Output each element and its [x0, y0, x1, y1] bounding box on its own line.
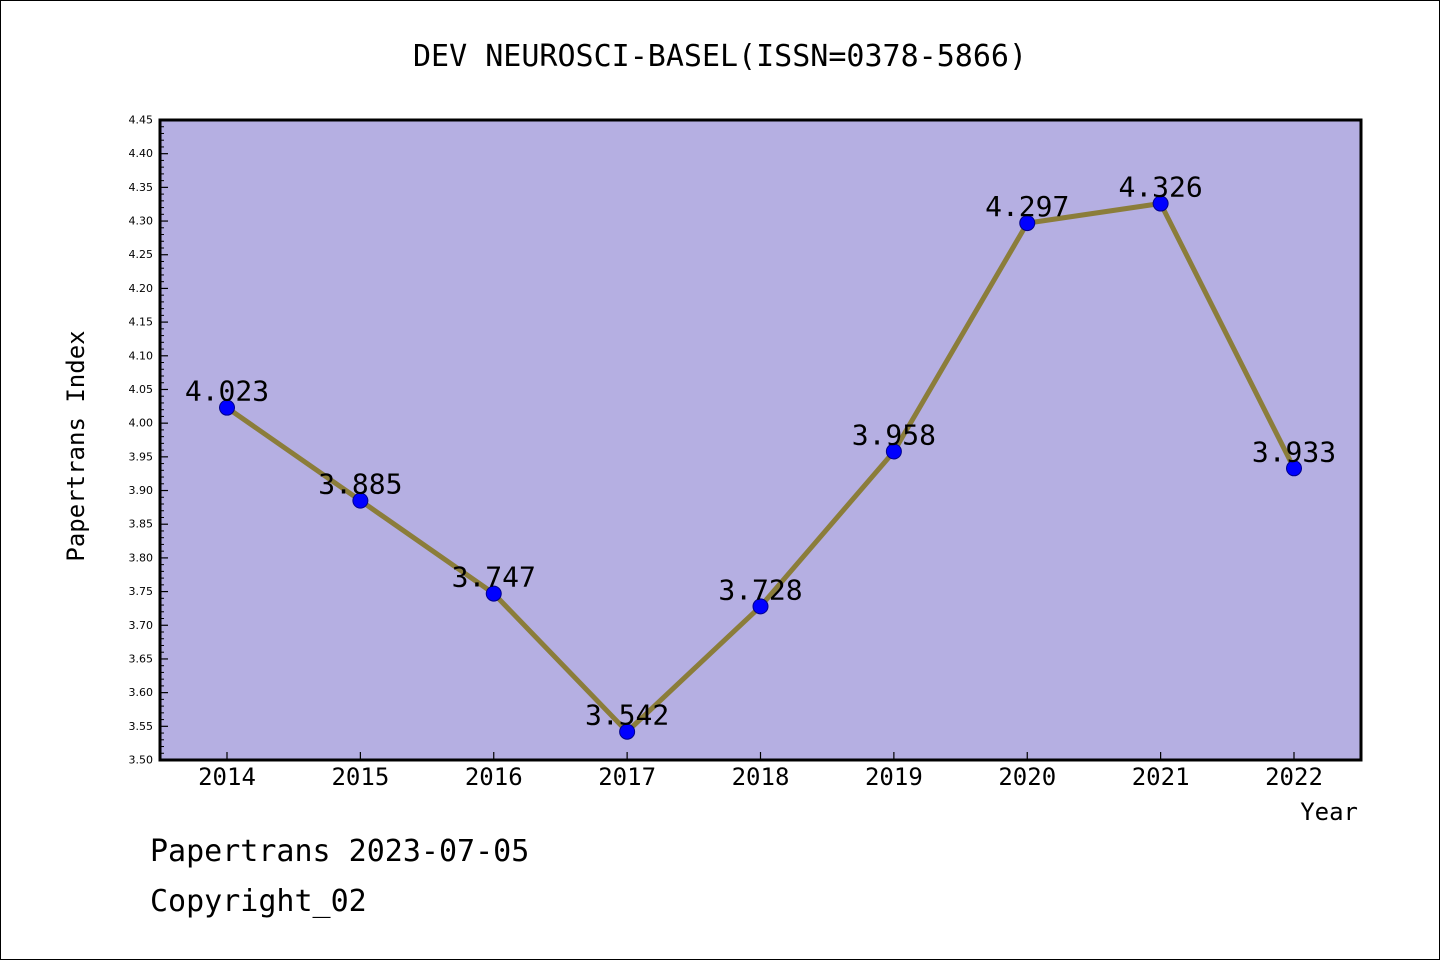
x-tick-label: 2016 — [465, 763, 523, 791]
x-tick-label: 2015 — [331, 763, 389, 791]
y-axis-label: Papertrans Index — [62, 330, 90, 561]
y-tick-label: 3.95 — [129, 450, 154, 463]
y-tick-label: 4.05 — [129, 383, 154, 396]
data-point — [1019, 215, 1036, 232]
data-label: 3.728 — [718, 573, 802, 606]
data-label: 3.747 — [452, 561, 536, 594]
y-tick-label: 4.20 — [129, 282, 154, 295]
data-point — [619, 723, 636, 740]
y-tick-label: 3.55 — [129, 720, 154, 733]
x-tick-label: 2022 — [1265, 763, 1323, 791]
data-label: 4.326 — [1118, 171, 1202, 204]
chart-title: DEV NEUROSCI-BASEL(ISSN=0378-5866) — [413, 39, 1027, 74]
x-tick-label: 2020 — [998, 763, 1056, 791]
x-tick-label: 2017 — [598, 763, 656, 791]
x-tick-label: 2018 — [732, 763, 790, 791]
y-tick-label: 3.70 — [129, 619, 154, 632]
y-tick-label: 4.15 — [129, 316, 154, 329]
y-tick-label: 4.45 — [129, 114, 154, 127]
y-tick-label: 3.60 — [129, 686, 154, 699]
data-point — [885, 443, 902, 460]
data-labels: 4.023 3.885 3.747 3.542 3.728 3.958 4.297 4.326… — [185, 171, 1336, 732]
data-label: 3.885 — [318, 468, 402, 501]
y-tick-label: 4.10 — [129, 349, 154, 362]
data-label: 3.933 — [1252, 435, 1336, 468]
y-tick-label: 4.00 — [129, 417, 154, 430]
data-points — [219, 195, 1302, 740]
y-tick-label: 3.80 — [129, 551, 154, 564]
data-point — [485, 585, 502, 602]
data-label: 3.542 — [585, 699, 669, 732]
data-point — [1152, 195, 1169, 212]
data-point — [752, 598, 769, 615]
y-tick-label: 3.85 — [129, 518, 154, 531]
y-tick-label: 3.75 — [129, 585, 154, 598]
data-label: 3.958 — [852, 418, 936, 451]
data-point — [219, 399, 235, 416]
x-tick-label: 2021 — [1132, 763, 1190, 791]
footer-copyright: Copyright_02 — [150, 884, 367, 919]
y-tick-label: 3.50 — [129, 754, 154, 767]
x-axis-label: Year — [1300, 798, 1358, 826]
plot-area — [158, 118, 1363, 762]
y-tick-label: 4.30 — [129, 215, 154, 228]
data-point — [352, 492, 369, 509]
y-axis: 3.50 3.55 3.60 3.65 3.70 3.75 3.80 3.85 3.90 3.95… — [129, 114, 168, 767]
y-tick-label: 3.65 — [129, 652, 154, 665]
data-label: 4.297 — [985, 190, 1069, 223]
y-tick-label: 4.35 — [129, 181, 154, 194]
data-label: 4.023 — [185, 375, 269, 408]
x-tick-label: 2014 — [198, 763, 256, 791]
data-point — [1286, 460, 1302, 477]
y-tick-label: 3.90 — [129, 484, 154, 497]
x-tick-label: 2019 — [865, 763, 923, 791]
y-tick-label: 4.25 — [129, 248, 154, 261]
y-tick-label: 4.40 — [129, 147, 154, 160]
footer-date: Papertrans 2023-07-05 — [150, 834, 530, 869]
x-axis: 2014 2015 2016 2017 2018 2019 2020 2021 2022 — [198, 752, 1323, 791]
